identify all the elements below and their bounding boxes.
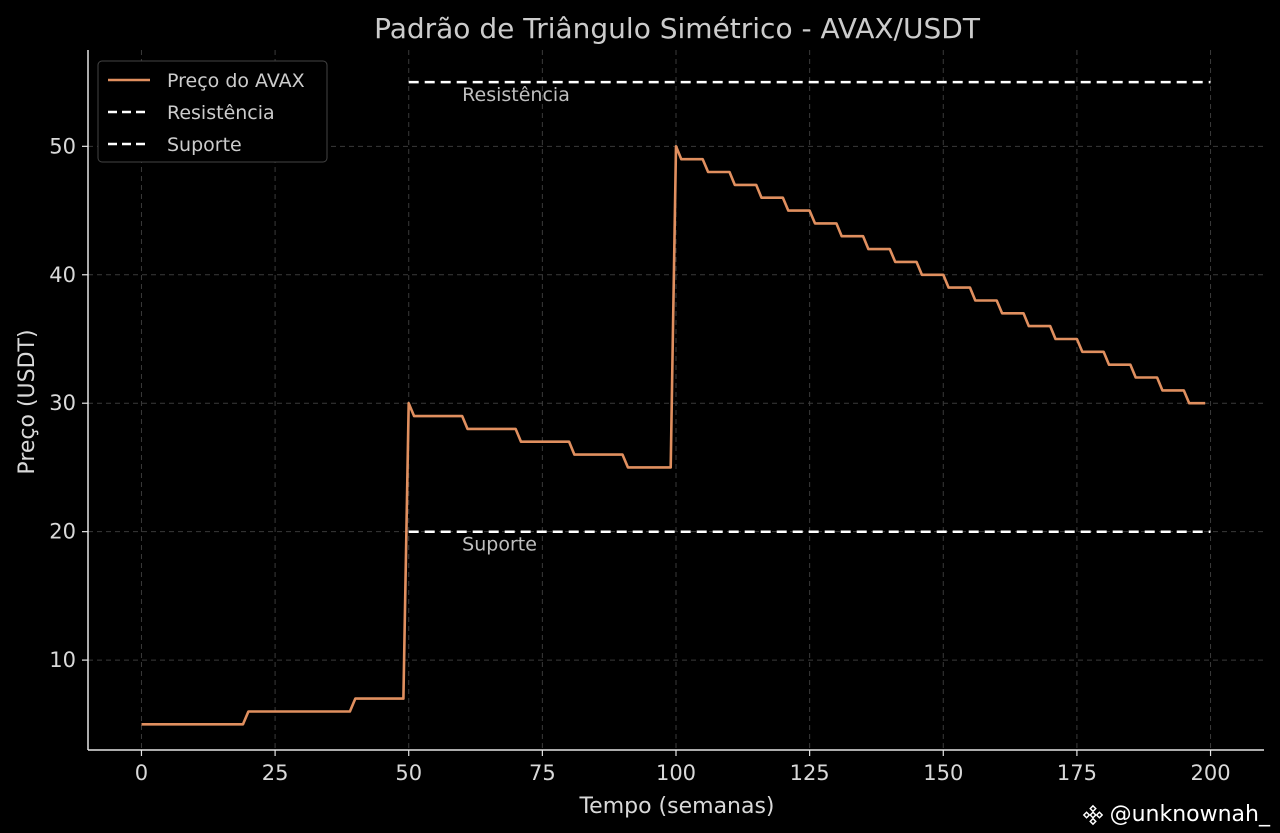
x-tick-label: 175 <box>1057 761 1097 785</box>
x-tick-label: 0 <box>135 761 148 785</box>
annotation-label: Suporte <box>462 533 537 555</box>
y-tick-label: 40 <box>49 263 76 287</box>
x-axis-label: Tempo (semanas) <box>578 794 774 819</box>
x-tick-label: 150 <box>923 761 963 785</box>
binance-logo-icon <box>1082 804 1103 825</box>
series-line-pre-o-do-avax <box>141 145 1206 726</box>
legend-box <box>97 60 328 163</box>
x-tick-label: 200 <box>1190 761 1230 785</box>
annotation-label: Resistência <box>462 84 570 106</box>
chart-title: Padrão de Triângulo Simétrico - AVAX/USD… <box>374 12 981 45</box>
legend-entry: Preço do AVAX <box>167 70 305 92</box>
watermark-text: @unknownah_ <box>1109 802 1270 827</box>
y-tick-label: 50 <box>49 134 76 158</box>
legend-entry: Suporte <box>167 134 242 156</box>
x-tick-label: 50 <box>395 761 422 785</box>
watermark: @unknownah_ <box>1082 802 1270 827</box>
x-tick-label: 25 <box>262 761 289 785</box>
legend-entry: Resistência <box>167 102 275 124</box>
y-tick-label: 10 <box>49 648 76 672</box>
y-ticks: 10 20 30 40 50 <box>49 134 88 672</box>
y-tick-label: 30 <box>49 391 76 415</box>
x-tick-label: 125 <box>790 761 830 785</box>
x-ticks: 0 25 50 75 100 125 150 175 200 <box>135 750 1231 785</box>
annotations: Resistência Suporte <box>462 84 570 556</box>
x-tick-label: 100 <box>656 761 696 785</box>
y-tick-label: 20 <box>49 520 76 544</box>
y-axis-label: Preço (USDT) <box>15 329 40 474</box>
legend: Preço do AVAX Resistência Suporte <box>97 60 328 163</box>
x-tick-label: 75 <box>529 761 556 785</box>
series-group <box>141 80 1211 726</box>
